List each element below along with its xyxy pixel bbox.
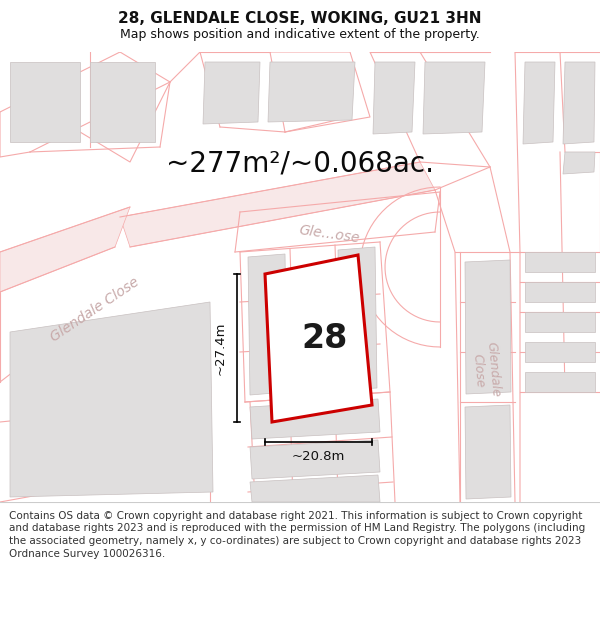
Polygon shape	[250, 399, 380, 439]
Polygon shape	[250, 475, 380, 502]
Text: Gle…ose: Gle…ose	[298, 222, 361, 245]
Polygon shape	[465, 405, 511, 499]
Polygon shape	[90, 62, 155, 142]
Polygon shape	[525, 372, 595, 392]
Text: ~20.8m: ~20.8m	[292, 450, 345, 463]
Text: 28: 28	[302, 322, 348, 356]
Polygon shape	[10, 62, 80, 142]
Polygon shape	[525, 312, 595, 332]
Text: Contains OS data © Crown copyright and database right 2021. This information is : Contains OS data © Crown copyright and d…	[9, 511, 585, 559]
Polygon shape	[563, 62, 595, 144]
Polygon shape	[563, 152, 595, 174]
Polygon shape	[248, 254, 287, 395]
Polygon shape	[525, 342, 595, 362]
Polygon shape	[465, 260, 511, 394]
Polygon shape	[0, 207, 130, 292]
Polygon shape	[525, 252, 595, 272]
Text: 28, GLENDALE CLOSE, WOKING, GU21 3HN: 28, GLENDALE CLOSE, WOKING, GU21 3HN	[118, 11, 482, 26]
Text: Map shows position and indicative extent of the property.: Map shows position and indicative extent…	[120, 28, 480, 41]
Text: ~277m²/~0.068ac.: ~277m²/~0.068ac.	[166, 150, 434, 178]
Polygon shape	[525, 282, 595, 302]
Polygon shape	[423, 62, 485, 134]
Polygon shape	[120, 162, 435, 247]
Text: ~27.4m: ~27.4m	[214, 321, 227, 375]
Text: Glendale
Close: Glendale Close	[470, 341, 502, 399]
Polygon shape	[523, 62, 555, 144]
Polygon shape	[203, 62, 260, 124]
Text: Glendale Close: Glendale Close	[48, 275, 142, 345]
Polygon shape	[268, 62, 355, 122]
Polygon shape	[250, 440, 380, 479]
Polygon shape	[338, 247, 377, 390]
Polygon shape	[373, 62, 415, 134]
Polygon shape	[10, 302, 213, 497]
Polygon shape	[265, 255, 372, 422]
